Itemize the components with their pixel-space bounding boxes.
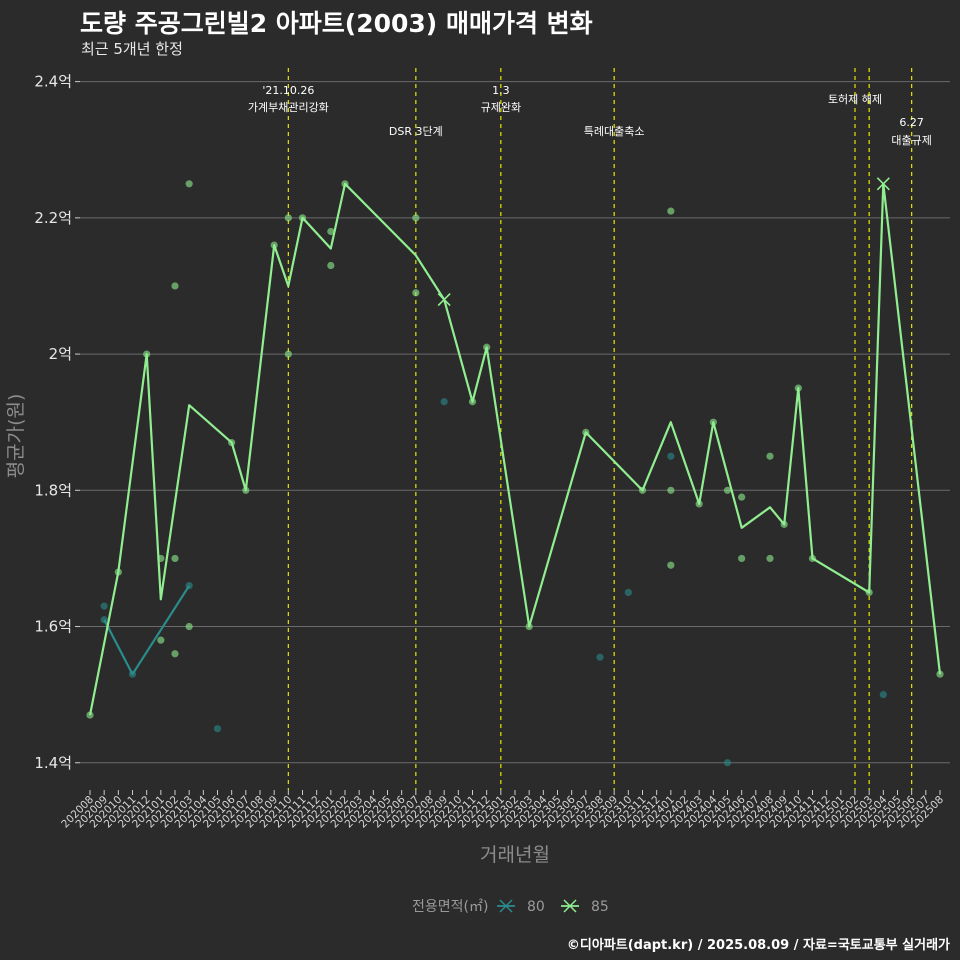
event-name-label: 대출규제 [891, 134, 931, 147]
legend-key-cross [563, 899, 577, 913]
series-layer [86, 177, 944, 767]
y-tick-label: 2억 [49, 345, 72, 363]
data-point [667, 561, 675, 569]
x-axis-title: 거래년월 [480, 844, 550, 866]
data-point [738, 493, 746, 501]
chart-subtitle: 최근 5개년 한정 [81, 40, 183, 58]
data-point [412, 214, 420, 222]
series-85 [86, 177, 944, 719]
highlight-marker [437, 293, 451, 307]
data-point [171, 282, 179, 290]
data-point [596, 653, 604, 661]
data-point [185, 622, 193, 631]
data-point [440, 398, 448, 406]
grid-lines [80, 81, 950, 764]
data-point [936, 670, 944, 678]
source-caption: ©디아파트(dapt.kr) / 2025.08.09 / 자료=국토교통부 실… [566, 938, 950, 953]
data-point [284, 214, 292, 222]
y-tick-label: 1.8억 [34, 481, 72, 499]
data-point [171, 554, 179, 563]
data-point [723, 486, 732, 494]
y-axis-ticks: 1.4억 1.6억 1.8억 2억 2.2억 2.4억 [34, 73, 80, 772]
event-name-label: 토허제 해제 [828, 92, 882, 106]
data-point [624, 588, 632, 597]
y-tick-label: 2.4억 [34, 73, 72, 91]
highlight-stroke [437, 293, 451, 307]
legend-key-80 [497, 899, 515, 913]
data-point [667, 486, 675, 494]
event-name-label: 규제완화 [481, 101, 521, 114]
data-point [766, 452, 774, 460]
data-point [284, 350, 292, 358]
y-tick-label: 1.6억 [34, 618, 72, 636]
data-point [412, 289, 420, 297]
data-point [157, 636, 165, 644]
event-name-label: DSR 3단계 [389, 125, 443, 138]
data-point [171, 650, 179, 658]
data-point [766, 554, 774, 563]
event-name-label: 가계부채관리강화 [248, 101, 329, 114]
chart-title: 도량 주공그린빌2 아파트(2003) 매매가격 변화 [80, 9, 593, 38]
event-date-label: '21.10.26 [262, 84, 314, 97]
series-80 [100, 398, 887, 767]
data-point [213, 725, 222, 733]
data-point [667, 452, 675, 460]
data-point [667, 207, 675, 215]
x-axis-ticks: 2020082020092020102020112020122021012021… [59, 790, 946, 830]
data-point [723, 759, 732, 767]
y-axis-title: 평균가(원) [5, 394, 27, 479]
legend-title: 전용면적(㎡) [412, 899, 488, 915]
event-date-label: 1.3 [492, 84, 510, 97]
highlight-stroke [876, 177, 890, 191]
legend-key-cross [499, 899, 513, 913]
data-point [185, 180, 193, 188]
event-date-label: 6.27 [899, 116, 924, 129]
y-tick-label: 2.2억 [34, 209, 72, 227]
data-point [327, 227, 335, 236]
y-tick-label: 1.4억 [34, 754, 72, 772]
series-line [103, 585, 191, 676]
legend-key-85 [561, 899, 579, 913]
series-line [88, 182, 942, 716]
legend: 전용면적(㎡) 80 85 [412, 899, 609, 915]
data-point [738, 554, 746, 563]
data-point [100, 602, 108, 610]
highlight-marker [876, 177, 890, 191]
legend-label: 85 [591, 899, 609, 915]
legend-label: 80 [527, 899, 545, 915]
data-point [327, 261, 335, 270]
event-name-label: 특례대출축소 [584, 125, 645, 138]
data-point [879, 691, 887, 699]
